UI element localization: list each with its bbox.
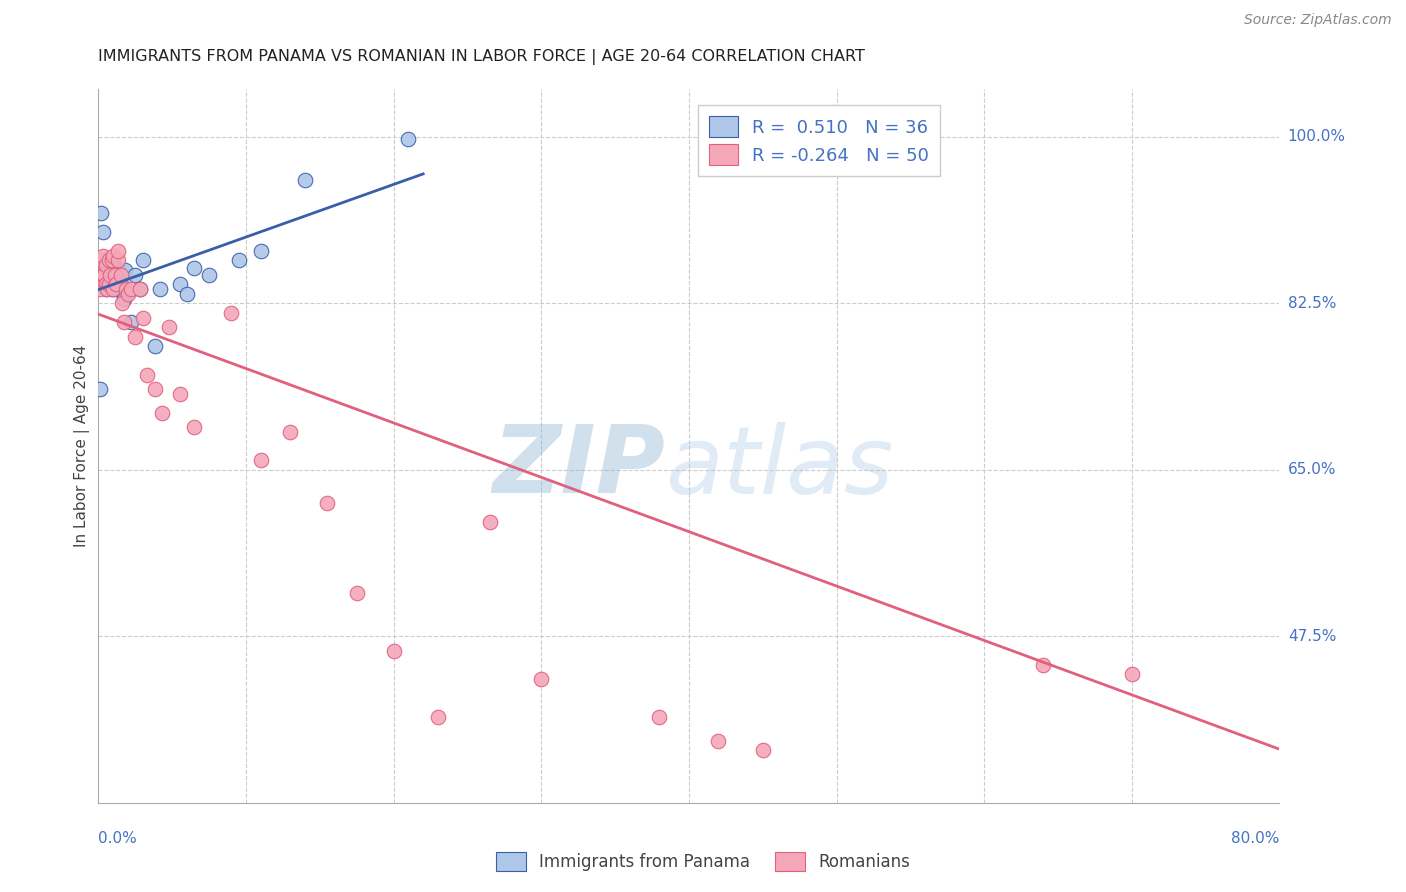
Point: [94, 253, 117, 268]
Point: [914, 158, 936, 172]
Point: [114, 263, 136, 277]
Point: [91, 249, 114, 263]
Point: [128, 282, 150, 296]
Point: [91, 268, 114, 282]
Point: [136, 368, 159, 382]
Point: [91, 225, 114, 239]
Point: [97, 263, 120, 277]
Point: [90, 272, 112, 286]
Point: [427, 710, 450, 724]
Text: IMMIGRANTS FROM PANAMA VS ROMANIAN IN LABOR FORCE | AGE 20-64 CORRELATION CHART: IMMIGRANTS FROM PANAMA VS ROMANIAN IN LA…: [98, 49, 865, 65]
Point: [112, 292, 135, 306]
Point: [530, 672, 553, 686]
Text: 47.5%: 47.5%: [1288, 629, 1336, 644]
Text: 100.0%: 100.0%: [1288, 129, 1346, 145]
Point: [89, 382, 111, 396]
Point: [316, 496, 339, 510]
Point: [112, 315, 135, 329]
Point: [169, 277, 191, 292]
Legend: Immigrants from Panama, Romanians: Immigrants from Panama, Romanians: [488, 843, 918, 880]
Point: [98, 268, 121, 282]
Point: [111, 296, 134, 310]
Point: [103, 249, 125, 263]
Point: [250, 244, 273, 258]
Point: [132, 310, 155, 325]
Point: [96, 282, 118, 296]
Point: [124, 329, 146, 343]
Point: [120, 315, 142, 329]
Legend: R =  0.510   N = 36, R = -0.264   N = 50: R = 0.510 N = 36, R = -0.264 N = 50: [697, 105, 939, 176]
Point: [110, 277, 132, 292]
Point: [103, 253, 125, 268]
Point: [96, 253, 118, 268]
Point: [97, 277, 120, 292]
Point: [143, 382, 166, 396]
Point: [93, 268, 115, 282]
Point: [98, 268, 121, 282]
Point: [94, 277, 117, 292]
Point: [107, 263, 129, 277]
Point: [250, 453, 273, 467]
Point: [1121, 667, 1143, 681]
Point: [110, 268, 132, 282]
Point: [219, 306, 242, 320]
Text: Source: ZipAtlas.com: Source: ZipAtlas.com: [1244, 13, 1392, 28]
Point: [648, 710, 671, 724]
Point: [94, 258, 117, 272]
Point: [228, 253, 250, 268]
Point: [128, 282, 150, 296]
Text: ZIP: ZIP: [492, 421, 665, 514]
Point: [98, 253, 121, 268]
Point: [105, 277, 128, 292]
Point: [1032, 657, 1054, 672]
Point: [396, 131, 419, 145]
Text: atlas: atlas: [665, 422, 894, 513]
Point: [107, 253, 129, 268]
Point: [103, 282, 125, 296]
Point: [107, 244, 129, 258]
Point: [132, 253, 155, 268]
Point: [478, 515, 501, 529]
Point: [90, 206, 112, 220]
Point: [93, 268, 115, 282]
Point: [751, 743, 773, 757]
Point: [89, 282, 111, 296]
Point: [176, 286, 198, 301]
Point: [100, 253, 122, 268]
Point: [105, 277, 128, 292]
Point: [96, 268, 118, 282]
Point: [278, 425, 302, 439]
Point: [183, 420, 205, 434]
Point: [103, 268, 125, 282]
Point: [104, 282, 127, 296]
Point: [124, 268, 146, 282]
Point: [198, 268, 221, 282]
Point: [150, 406, 173, 420]
Point: [97, 253, 120, 268]
Point: [707, 734, 730, 748]
Point: [117, 286, 139, 301]
Point: [382, 643, 405, 657]
Point: [157, 320, 180, 334]
Text: 0.0%: 0.0%: [98, 830, 138, 846]
Point: [346, 586, 368, 600]
Y-axis label: In Labor Force | Age 20-64: In Labor Force | Age 20-64: [75, 345, 90, 547]
Text: 82.5%: 82.5%: [1288, 296, 1336, 310]
Point: [97, 277, 120, 292]
Point: [183, 261, 205, 276]
Text: 65.0%: 65.0%: [1288, 462, 1336, 477]
Point: [90, 253, 112, 268]
Point: [294, 172, 316, 186]
Point: [825, 125, 848, 139]
Point: [120, 282, 142, 296]
Point: [91, 268, 114, 282]
Point: [100, 282, 122, 296]
Point: [104, 268, 127, 282]
Point: [149, 282, 172, 296]
Point: [169, 386, 191, 401]
Point: [143, 339, 166, 353]
Point: [115, 282, 138, 296]
Point: [94, 282, 117, 296]
Text: 80.0%: 80.0%: [1232, 830, 1279, 846]
